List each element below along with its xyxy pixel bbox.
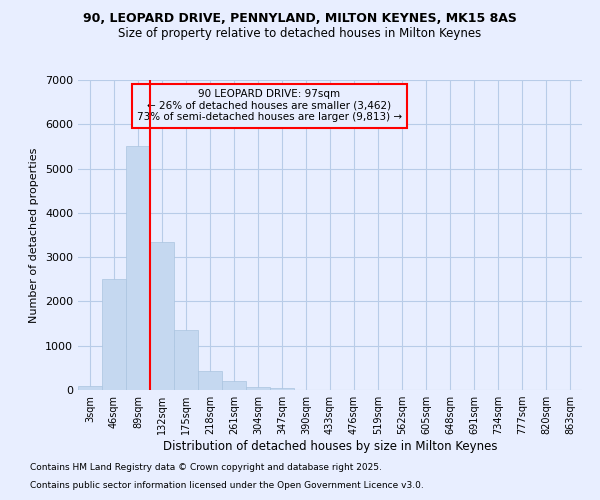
X-axis label: Distribution of detached houses by size in Milton Keynes: Distribution of detached houses by size … (163, 440, 497, 453)
Text: 90 LEOPARD DRIVE: 97sqm
← 26% of detached houses are smaller (3,462)
73% of semi: 90 LEOPARD DRIVE: 97sqm ← 26% of detache… (137, 90, 402, 122)
Bar (102, 280, 126, 390)
Bar (198, 371, 222, 390)
Text: Size of property relative to detached houses in Milton Keynes: Size of property relative to detached ho… (118, 28, 482, 40)
Bar (126, 146, 150, 390)
Bar (270, 388, 294, 390)
Text: Contains public sector information licensed under the Open Government Licence v3: Contains public sector information licen… (30, 481, 424, 490)
Bar (150, 242, 174, 390)
Text: Contains HM Land Registry data © Crown copyright and database right 2025.: Contains HM Land Registry data © Crown c… (30, 464, 382, 472)
Bar (222, 381, 246, 390)
Bar (174, 330, 198, 390)
Text: 90, LEOPARD DRIVE, PENNYLAND, MILTON KEYNES, MK15 8AS: 90, LEOPARD DRIVE, PENNYLAND, MILTON KEY… (83, 12, 517, 26)
Bar (78, 386, 102, 390)
Y-axis label: Number of detached properties: Number of detached properties (29, 148, 40, 322)
Bar (246, 386, 270, 390)
